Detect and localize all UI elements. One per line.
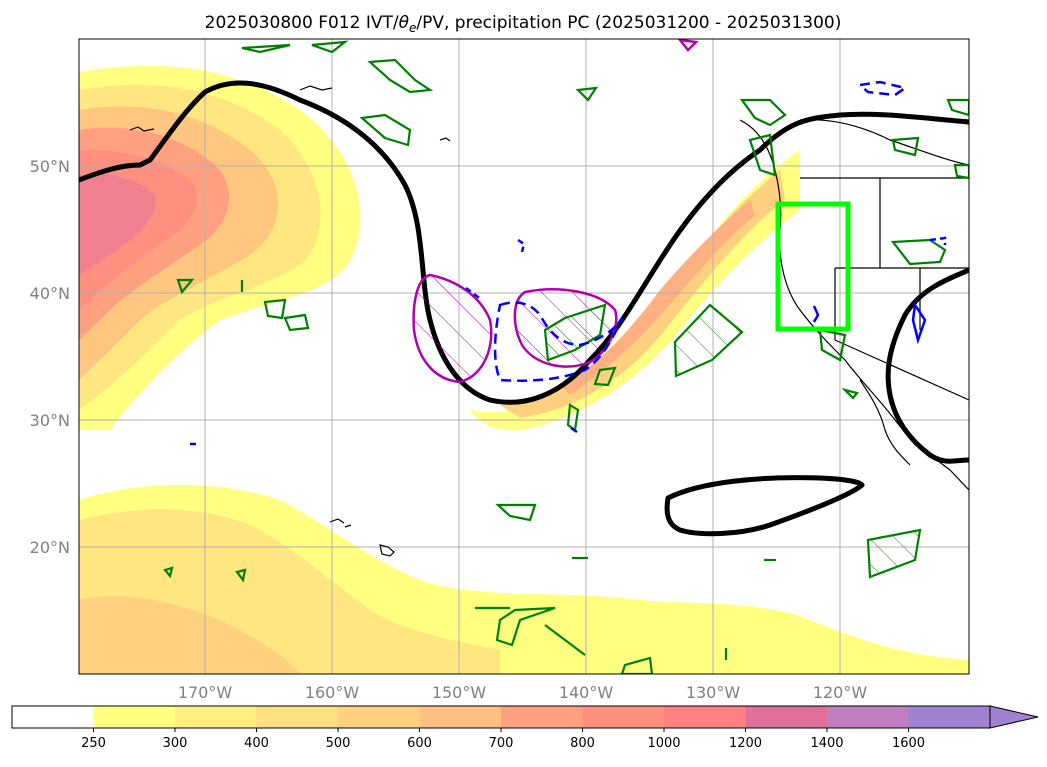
lat-label-30: 30°N bbox=[30, 411, 70, 430]
colorbar-tick-label: 250 bbox=[81, 736, 106, 751]
colorbar-tick-label: 300 bbox=[163, 736, 188, 751]
colorbar-extend-arrow bbox=[989, 705, 1039, 729]
pv-contour-north bbox=[677, 39, 699, 52]
ivt-band-south-500 bbox=[79, 596, 300, 674]
colorbar-tick-label: 1400 bbox=[810, 736, 843, 751]
lat-label-50: 50°N bbox=[30, 157, 70, 176]
lon-label-120w: 120°W bbox=[813, 683, 868, 702]
colorbar-tick-label: 600 bbox=[407, 736, 432, 751]
lat-label-40: 40°N bbox=[30, 284, 70, 303]
colorbar-tick-label: 1600 bbox=[892, 736, 925, 751]
lon-label-160w: 160°W bbox=[305, 683, 360, 702]
target-region-box bbox=[775, 201, 851, 332]
colorbar-segment bbox=[93, 706, 176, 728]
map-frame bbox=[78, 38, 970, 675]
pv-contour-west bbox=[412, 273, 493, 384]
ivt-band-1000 bbox=[79, 173, 156, 275]
precip-positive-contours bbox=[163, 40, 969, 674]
chart-title: 2025030800 F012 IVT/θe/PV, precipitation… bbox=[205, 13, 842, 35]
ivt-band-ar-low bbox=[470, 150, 800, 431]
colorbar: 250 300 400 500 600 700 800 1000 1200 1400 1600 bbox=[11, 705, 1039, 751]
lon-tick-labels: 170°W 160°W 150°W 140°W 130°W 120°W bbox=[178, 683, 868, 702]
colorbar-segment bbox=[419, 706, 502, 728]
lon-label-130w: 130°W bbox=[686, 683, 741, 702]
colorbar-tick-label: 800 bbox=[570, 736, 595, 751]
colorbar-segment bbox=[582, 706, 665, 728]
colorbar-segment bbox=[338, 706, 420, 728]
colorbar-segment bbox=[12, 706, 94, 728]
theta-e-contour-east bbox=[885, 267, 969, 464]
colorbar-segment bbox=[745, 706, 828, 728]
colorbar-tick-label: 1200 bbox=[729, 736, 762, 751]
ivt-band-ar-mid bbox=[500, 170, 785, 418]
lat-label-20: 20°N bbox=[30, 538, 70, 557]
map-panel bbox=[79, 39, 969, 674]
colorbar-segment bbox=[664, 706, 746, 728]
colorbar-segment bbox=[256, 706, 339, 728]
colorbar-segment bbox=[501, 706, 583, 728]
lon-label-170w: 170°W bbox=[178, 683, 233, 702]
ivt-band-ar-high bbox=[560, 200, 755, 395]
lon-label-150w: 150°W bbox=[432, 683, 487, 702]
colorbar-tick-label: 1000 bbox=[647, 736, 680, 751]
colorbar-tick-label: 700 bbox=[489, 736, 514, 751]
colorbar-segment bbox=[175, 706, 257, 728]
colorbar-tick-label: 500 bbox=[326, 736, 351, 751]
theta-e-contour-south bbox=[664, 475, 865, 537]
colorbar-segment bbox=[908, 706, 991, 728]
lon-label-140w: 140°W bbox=[559, 683, 614, 702]
lat-tick-labels: 20°N 30°N 40°N 50°N bbox=[30, 157, 70, 557]
colorbar-tick-label: 400 bbox=[244, 736, 269, 751]
colorbar-segment bbox=[827, 706, 909, 728]
precip-negative-contours bbox=[190, 80, 947, 446]
